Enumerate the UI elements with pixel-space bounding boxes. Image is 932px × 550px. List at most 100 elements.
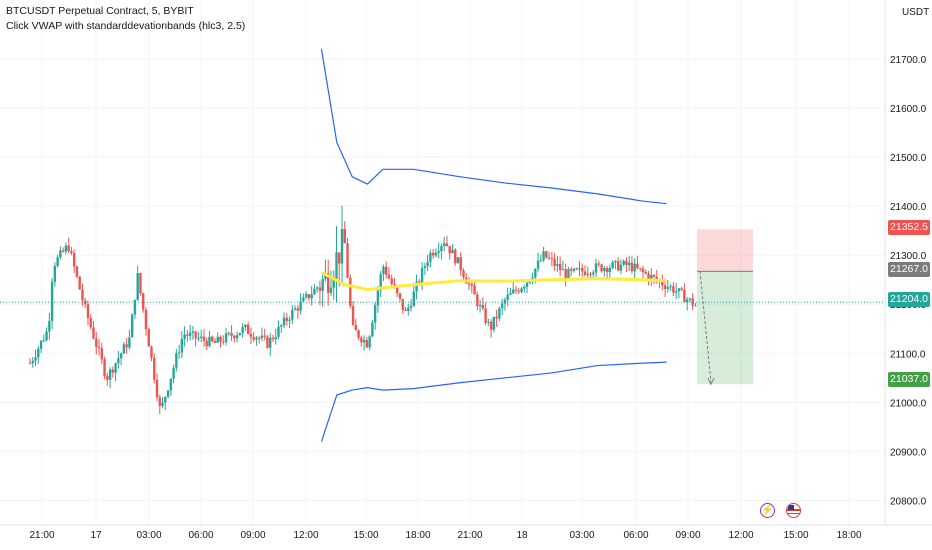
candle-body [448,245,451,254]
candle-body [619,264,623,271]
candle-body [78,276,81,290]
position-tool[interactable] [697,229,753,386]
candle-body [655,276,658,281]
candle-body [42,340,46,342]
candle-body [536,260,540,269]
candle-body [64,245,68,252]
price-tick-label: 21300.0 [890,251,927,262]
candle-body [680,288,683,290]
candle-body [578,268,581,270]
candle-body [476,294,479,306]
candle-body [547,257,551,259]
candle-body [188,332,192,336]
candle-body [202,336,206,341]
candle-body [470,284,473,286]
candle-body [528,281,531,283]
candle-body [487,321,490,323]
candle-body [371,322,374,337]
candle-body [404,309,407,311]
chart-title: BTCUSDT Perpetual Contract, 5, BYBIT [6,5,194,17]
candle-body [622,260,625,265]
candle-body [616,260,620,271]
candle-body [340,228,344,264]
candle-body [117,358,120,364]
candle-body [164,396,167,403]
candle-body [39,340,43,349]
candle-body [246,324,250,334]
candle-body [691,298,694,306]
price-tick-label: 21700.0 [890,55,927,66]
candle-body [219,336,222,342]
candle-body [603,268,606,272]
candle-body [561,269,565,271]
candle-body [564,269,567,279]
candle-body [539,260,543,262]
candle-body [357,330,360,338]
candle-body [572,268,576,271]
entry-price-badge: 21267.0 [888,262,930,277]
candle-body [56,257,59,266]
candle-body [384,266,388,275]
candle-body [636,263,639,268]
candle-body [307,294,311,299]
candle-body [114,363,117,373]
candle-body [376,290,380,306]
candle-body [473,285,476,295]
candle-body [467,283,471,285]
candle-body [390,278,393,285]
time-tick-label: 03:00 [569,530,594,541]
candle-body [125,344,128,348]
candle-body [97,346,101,349]
candle-body [594,263,598,273]
candle-body [161,402,164,406]
candle-body [86,304,90,319]
candle-body [514,289,518,291]
time-tick-label: 09:00 [675,530,700,541]
candle-body [556,263,559,266]
price-tick-label: 21500.0 [890,153,927,164]
time-tick-label: 06:00 [188,530,213,541]
candle-body [445,243,449,246]
candle-body [235,335,239,339]
candle-body [611,262,614,269]
candle-body [100,348,103,360]
candle-body [288,319,291,321]
candle-body [600,264,603,272]
price-tick-label: 20900.0 [890,447,927,458]
candle-body [420,268,424,283]
candle-body [597,263,601,265]
candle-body [489,321,493,330]
candle-body [625,260,628,266]
target-price-badge: 21037.0 [888,372,930,387]
candle-body [285,317,288,321]
candle-body [644,271,647,274]
candle-body [409,305,413,308]
candle-body [108,369,112,380]
indicator-legend[interactable]: Click VWAP with standarddevationbands (h… [6,20,246,32]
time-tick-label: 18 [516,530,528,541]
candle-body [534,268,537,278]
candle-body [257,337,261,339]
candle-body [238,332,242,336]
candle-body [666,287,670,289]
candle-body [216,336,219,343]
lightning-icon[interactable]: ⚡ [760,503,775,518]
candle-body [147,328,150,347]
time-tick-label: 18:00 [405,530,430,541]
candle-body [233,335,236,339]
candle-body [440,245,443,252]
candle-body [349,277,352,307]
candle-body [183,334,186,339]
candle-body [227,332,231,334]
candle-body [683,289,686,303]
candle-body [293,308,297,310]
us-flag-icon[interactable] [786,503,801,518]
candle-body [630,262,634,272]
candle-body [605,268,609,273]
chart-grid [0,0,885,525]
candle-body [166,390,170,397]
candle-body [72,252,76,267]
candle-body [379,274,382,291]
std-band-line [320,361,667,442]
